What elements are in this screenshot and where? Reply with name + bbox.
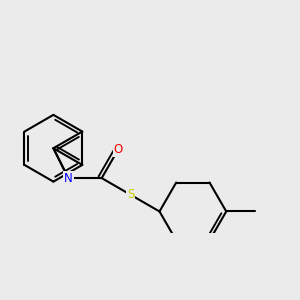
- Text: O: O: [114, 143, 123, 156]
- Text: S: S: [127, 188, 134, 201]
- Text: N: N: [64, 172, 73, 184]
